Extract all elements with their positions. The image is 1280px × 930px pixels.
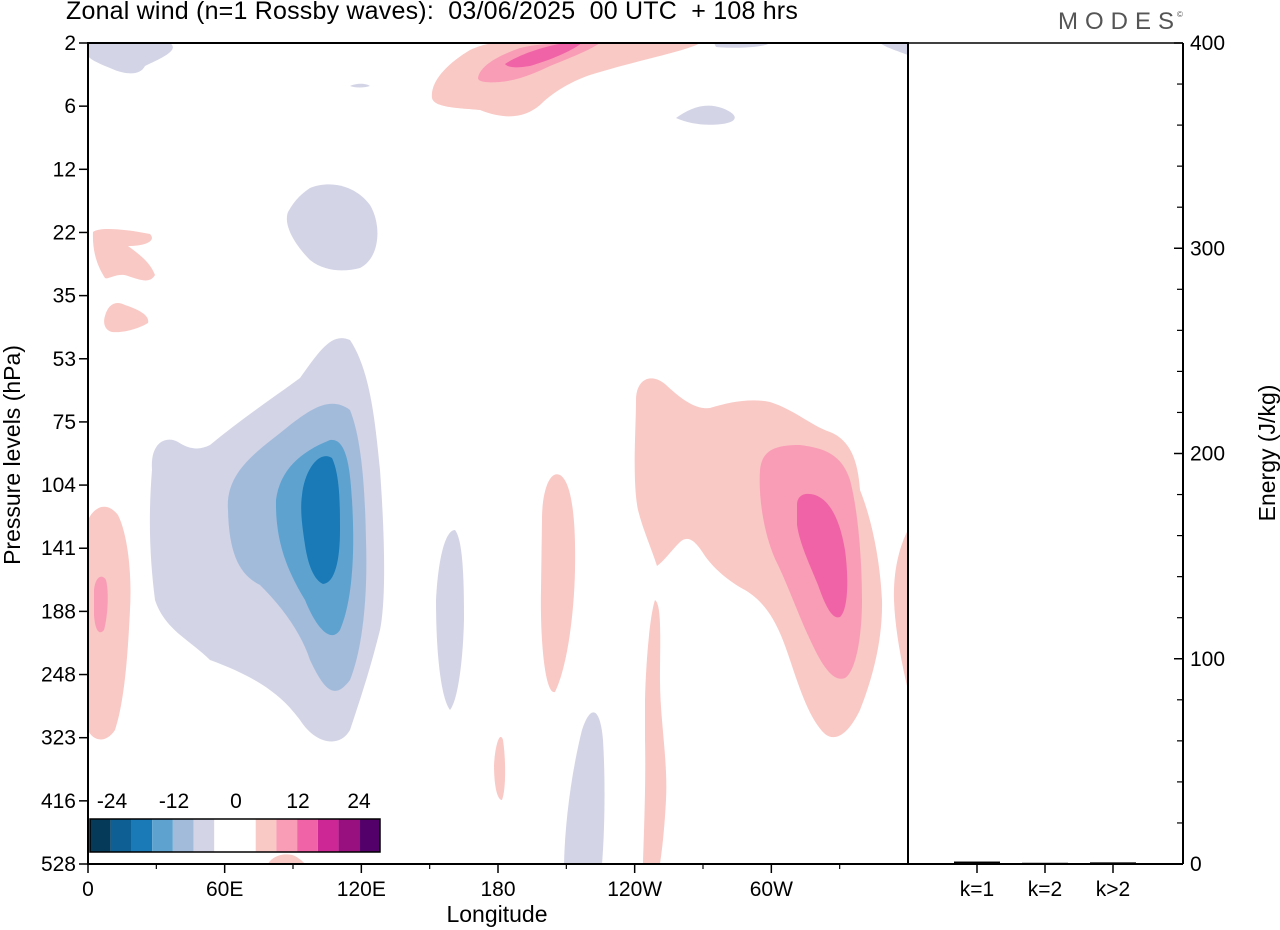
colorbar-swatch [338,819,360,852]
colorbar-label: 24 [347,790,371,813]
bar-category-label: k=1 [960,878,994,901]
contour-negative-top-left [88,43,173,74]
y-tick-label: 248 [41,664,76,687]
contour-positive-west-core [797,493,848,618]
colorbar-swatch [110,819,132,852]
x-tick-label: 120E [337,878,386,901]
y-tick-label: 2 [64,32,76,55]
energy-bar [1022,862,1068,864]
y-tick-label: 104 [41,474,76,497]
colorbar-swatch [276,819,298,852]
y-tick-label: 188 [41,600,76,623]
energy-tick-label: 300 [1190,237,1225,260]
y-tick-label: 6 [64,95,76,118]
contour-negative-upper [286,184,378,271]
colorbar-label: 12 [286,790,309,813]
x-tick-label: 120W [607,878,662,901]
contour-positive-top-core [505,43,582,68]
energy-axis: 0 100 200 300 400 [1174,32,1225,876]
colorbar-swatch [297,819,318,852]
bar-category-label: k=2 [1028,878,1062,901]
contour-positive-165w [540,474,576,693]
contour-positive-right-edge [893,530,908,690]
contour-negative-155w [564,712,605,864]
energy-tick-label: 100 [1190,648,1225,671]
x-tick-label: 180 [480,878,515,901]
contour-positive-left-mid [104,303,149,333]
colorbar-label: 0 [230,790,242,813]
brand-mark: © [1177,10,1183,19]
y-tick-label: 35 [53,285,76,308]
contour-field [88,43,908,864]
colorbar-swatch [172,819,194,852]
colorbar-label: -24 [97,790,128,813]
y-axis: 2 6 12 22 35 53 75 104 141 188 248 323 416 528 [41,32,88,876]
brand-text: MODES [1058,8,1182,35]
colorbar-frame [89,818,381,853]
y-tick-label: 22 [53,221,76,244]
colorbar-swatch [359,819,380,852]
y-tick-label: 416 [41,790,76,813]
contour-positive-bottom [268,854,305,864]
energy-bar [1090,862,1136,864]
energy-tick-label: 0 [1190,853,1202,876]
colorbar-label: -12 [159,790,189,813]
y-tick-label: 12 [53,158,76,181]
contour-positive-130w [643,600,667,864]
contour-positive-180-low [494,736,506,800]
y-tick-label: 528 [41,853,76,876]
energy-bar [954,861,1000,864]
colorbar-swatch [90,819,111,852]
x-tick-label: 60W [750,878,793,901]
bar-category-label: k>2 [1096,878,1130,901]
contour-positive-left-core [94,576,108,633]
contour-negative-top-middle [676,105,735,125]
y-tick-label: 75 [53,411,76,434]
colorbar-swatch [255,819,277,852]
y-axis-title: Pressure levels (hPa) [0,345,25,565]
brand-logo: MODES© [1058,8,1187,36]
contour-positive-left-lower [88,506,131,740]
x-axis-title: Longitude [446,901,547,927]
energy-bars: k=1 k=2 k>2 [954,861,1136,901]
x-tick-label: 0 [82,878,94,901]
x-tick-label: 60E [206,878,243,901]
colorbar-swatch [214,819,235,852]
energy-tick-label: 200 [1190,443,1225,466]
colorbar: -24 -12 0 12 24 [89,790,381,853]
y-tick-label: 53 [53,348,76,371]
contour-negative-level-4 [301,456,340,584]
contour-positive-left-upper [92,228,155,281]
y-tick-label: 323 [41,727,76,750]
page-title: Zonal wind (n=1 Rossby waves): 03/06/202… [66,0,799,25]
colorbar-swatch [317,819,339,852]
energy-tick-label: 400 [1190,32,1225,55]
colorbar-swatch [131,819,153,852]
energy-axis-title: Energy (J/kg) [1254,385,1280,522]
colorbar-swatch [152,819,173,852]
colorbar-swatch [193,819,215,852]
contour-negative-top-right [714,43,908,55]
colorbar-swatch [235,819,256,852]
y-tick-label: 141 [41,537,76,560]
contour-negative-165e [436,530,464,710]
x-axis: 0 60E 120E 180 120W 60W [82,864,841,901]
contour-negative-tiny [350,83,370,88]
